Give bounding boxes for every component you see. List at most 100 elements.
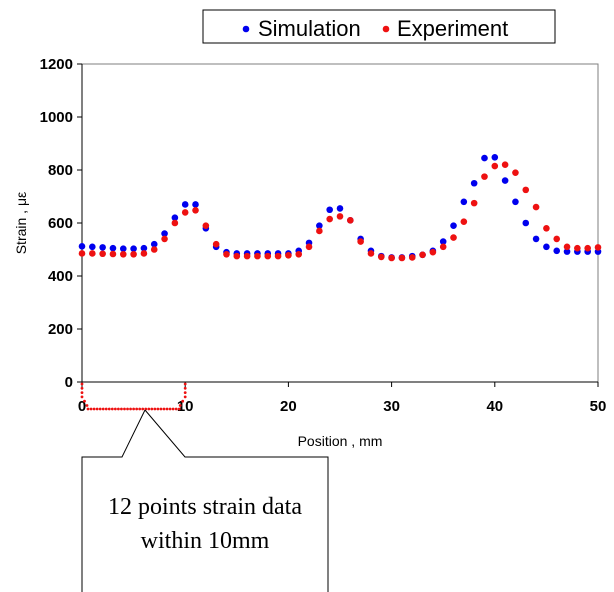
bracket-dot [147,407,151,411]
y-tick-label: 0 [65,374,73,391]
bracket-dot [104,407,108,411]
point-experiment [223,250,230,258]
bracket-dot [80,386,84,390]
point-experiment [491,162,499,170]
point-experiment [543,225,550,232]
point-experiment [78,250,86,257]
point-experiment [398,254,406,262]
x-tick-label: 50 [590,398,607,415]
point-experiment [460,218,468,225]
point-simulation [450,222,457,229]
point-experiment [171,219,179,227]
point-experiment [357,238,364,245]
point-simulation [501,177,509,184]
x-tick-label: 40 [486,398,503,415]
bracket-dot [80,382,84,386]
point-simulation [119,245,127,253]
point-simulation [522,219,530,227]
bracket-dot [80,391,84,394]
bracket-dot [98,407,102,411]
bracket-dot [174,407,178,411]
point-experiment [181,209,189,216]
bracket-dot [113,407,117,411]
point-experiment [553,235,561,243]
point-simulation [192,201,199,208]
point-experiment [408,254,416,261]
point-experiment [450,234,457,241]
legend-label-simulation: Simulation [258,16,361,41]
point-experiment [594,244,602,251]
point-experiment [481,173,488,180]
bracket-dot [80,395,84,399]
point-simulation [553,247,561,255]
bracket-dot [85,404,89,407]
point-experiment [212,240,220,248]
bracket-dot [183,386,187,390]
bracket-dot [135,407,139,411]
bracket-dot [89,407,93,411]
point-experiment [367,250,375,257]
point-experiment [377,253,385,261]
point-experiment [150,246,158,253]
x-axis-title: Position , mm [298,433,383,449]
x-tick-label: 30 [383,398,400,415]
bracket-dot [110,407,114,411]
point-simulation [109,244,117,252]
bracket-dot [123,407,126,411]
point-experiment [243,252,251,260]
data-points [78,153,602,262]
x-tick-label: 10 [177,398,194,415]
x-tick-label: 20 [280,398,297,415]
y-tick-label: 1000 [40,109,73,126]
point-experiment [89,250,96,257]
bracket-dot [181,399,185,403]
bracket-dot [159,407,163,411]
bracket-dot [156,407,160,411]
bracket-dot [177,407,181,411]
point-experiment [326,215,333,223]
legend-box [202,9,556,44]
point-experiment [109,250,117,258]
point-experiment [522,186,530,194]
point-simulation [532,235,540,243]
bracket-dot [86,407,90,411]
bracket-dot [141,407,145,411]
point-simulation [89,243,96,251]
point-simulation [130,245,137,253]
bracket-dot [168,407,172,411]
y-axis-title: Strain , με [13,192,29,255]
point-experiment [99,250,106,258]
point-simulation [439,238,447,245]
point-simulation [336,205,344,212]
callout: 12 points strain data within 10mm [81,409,329,592]
bracket-dot [183,391,187,394]
bracket-dot [165,407,169,411]
point-experiment [254,252,261,260]
point-experiment [470,199,478,207]
bracket-dot [183,395,187,399]
callout-line-2: within 10mm [141,528,270,554]
point-simulation [181,201,189,208]
point-experiment [388,254,395,262]
point-simulation [512,198,519,206]
point-simulation [140,244,148,252]
bracket-dot [129,407,132,411]
point-experiment [584,244,591,252]
point-experiment [501,161,509,168]
y-tick-label: 400 [48,268,73,285]
bracket-dot [162,407,166,411]
point-experiment [439,243,447,251]
bracket-dot [92,407,96,411]
point-simulation [326,206,333,214]
bracket-dot [120,407,123,411]
point-simulation [481,154,488,162]
point-simulation [460,198,468,206]
point-experiment [233,252,241,260]
bracket-dot [171,407,175,411]
callout-outline [81,409,329,592]
bracket-dot [101,407,105,411]
point-experiment [316,227,323,235]
point-experiment [130,250,137,258]
bracket-dot [107,407,111,411]
